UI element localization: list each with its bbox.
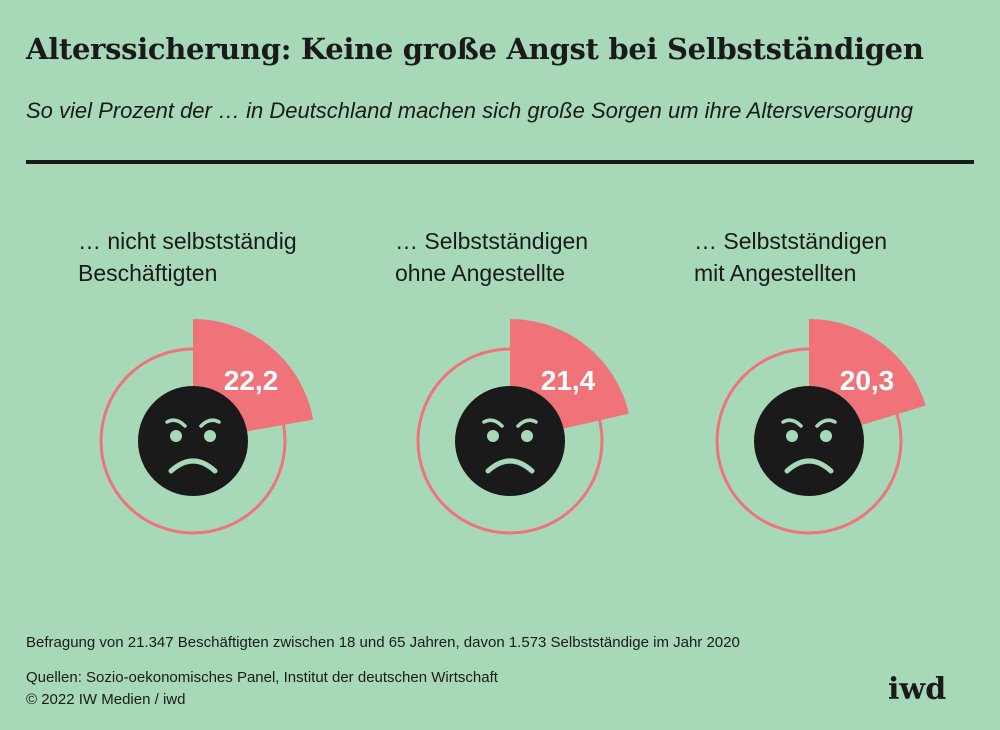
pie-svg: 22,2 [99, 319, 314, 535]
value-label: 21,4 [541, 365, 596, 396]
footnote: Befragung von 21.347 Beschäftigten zwisc… [26, 634, 740, 651]
chart-label-line1: … nicht selbstständig [78, 228, 297, 254]
pie-chart-2: 20,3 … Selbstständigen mit Angestellten [694, 225, 954, 535]
chart-label: … nicht selbstständig Beschäftigten [78, 225, 338, 289]
value-label: 20,3 [840, 365, 895, 396]
value-label: 22,2 [224, 365, 279, 396]
iwd-logo: iwd [888, 672, 947, 707]
chart-label: … Selbstständigen ohne Angestellte [395, 225, 655, 289]
page-title: Alterssicherung: Keine große Angst bei S… [26, 32, 924, 66]
chart-label-line1: … Selbstständigen [694, 228, 888, 254]
pie-svg: 21,4 [416, 319, 629, 535]
chart-label-line2: mit Angestellten [694, 260, 857, 286]
pie-chart-0: 22,2 … nicht selbstständig Beschäftigten [78, 225, 338, 535]
pie-svg: 20,3 [715, 319, 926, 535]
pie-chart-1: 21,4 … Selbstständigen ohne Angestellte [395, 225, 655, 535]
chart-label-line2: ohne Angestellte [395, 260, 566, 286]
divider [26, 160, 974, 164]
page-subtitle: So viel Prozent der … in Deutschland mac… [26, 98, 913, 123]
sad-face-icon [138, 386, 248, 496]
sad-face-icon [754, 386, 864, 496]
sources: Quellen: Sozio-oekonomisches Panel, Inst… [26, 669, 498, 686]
chart-label-line1: … Selbstständigen [395, 228, 589, 254]
chart-label-line2: Beschäftigten [78, 260, 218, 286]
copyright: © 2022 IW Medien / iwd [26, 691, 186, 708]
sad-face-icon [455, 386, 565, 496]
chart-label: … Selbstständigen mit Angestellten [694, 225, 954, 289]
